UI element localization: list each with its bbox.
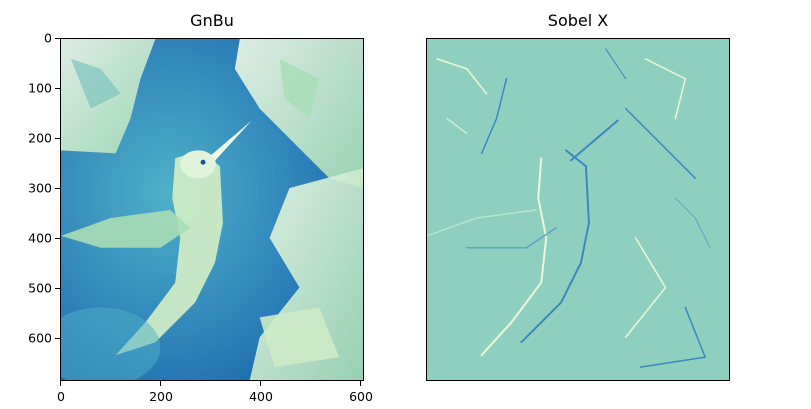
gnbu-image-axes — [60, 38, 364, 381]
panel-title-sobel-x: Sobel X — [547, 11, 609, 30]
xtick-mark — [60, 381, 61, 386]
ytick-mark — [55, 338, 60, 339]
panel-title-gnbu: GnBu — [190, 11, 234, 30]
ytick-label: 200 — [28, 130, 52, 146]
gnbu-hummingbird-image — [61, 39, 363, 380]
ytick-mark — [55, 238, 60, 239]
ytick-mark — [55, 88, 60, 89]
xtick-mark — [360, 381, 361, 386]
ytick-label: 400 — [28, 230, 52, 246]
xtick-label: 400 — [249, 389, 273, 404]
ytick-label: 0 — [44, 30, 52, 46]
xtick-mark — [160, 381, 161, 386]
ytick-label: 100 — [28, 80, 52, 96]
ytick-mark — [55, 188, 60, 189]
xtick-label: 600 — [349, 389, 373, 404]
sobel-x-hummingbird-image — [427, 39, 729, 380]
ytick-label: 600 — [28, 330, 52, 346]
xtick-label: 200 — [149, 389, 173, 404]
sobel-x-image-axes — [426, 38, 730, 381]
ytick-label: 500 — [28, 280, 52, 296]
xtick-label: 0 — [57, 389, 65, 404]
ytick-mark — [55, 288, 60, 289]
ytick-mark — [55, 138, 60, 139]
ytick-mark — [55, 38, 60, 39]
ytick-label: 300 — [28, 180, 52, 196]
xtick-mark — [260, 381, 261, 386]
